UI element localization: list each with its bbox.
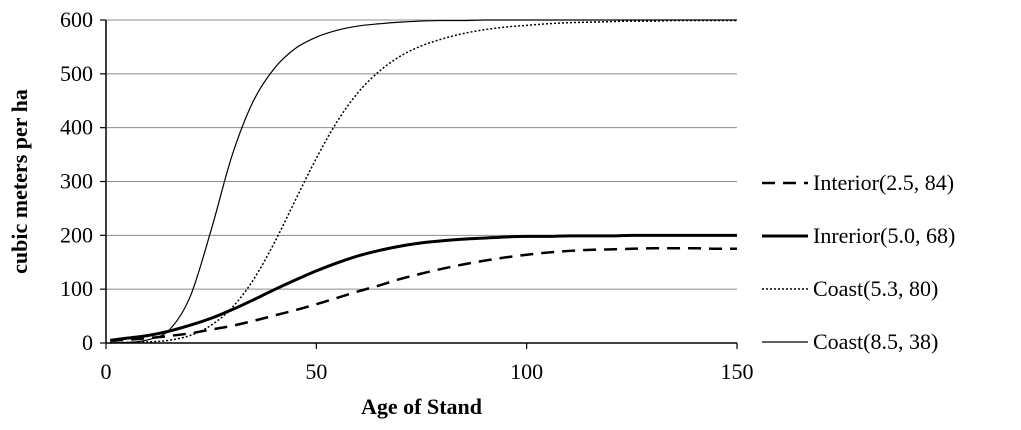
x-tick-label: 150 [721,359,754,384]
y-tick-label: 400 [60,115,93,140]
legend-label-1: Interior(2.5, 84) [813,170,954,195]
legend-label-3: Coast(5.3, 80) [813,276,938,301]
legend: Interior(2.5, 84) Inrerior(5.0, 68) Coast(… [762,170,955,354]
series-line-2 [110,235,737,340]
gridlines [106,20,737,289]
x-axis-title: Age of Stand [361,394,482,419]
series-line-1 [110,248,737,341]
y-tick-label: 600 [60,7,93,32]
x-tick-labels: 0 50 100 150 [101,343,754,384]
x-tick-label: 100 [510,359,543,384]
y-tick-label: 300 [60,169,93,194]
legend-label-4: Coast(8.5, 38) [813,329,938,354]
x-tick-label: 50 [305,359,327,384]
y-tick-label: 200 [60,222,93,247]
y-tick-label: 0 [82,330,93,355]
y-tick-labels: 0 100 200 300 400 500 600 [60,7,106,355]
x-tick-label: 0 [101,359,112,384]
legend-label-2: Inrerior(5.0, 68) [813,223,955,248]
y-tick-label: 500 [60,61,93,86]
y-axis-title: cubic meters per ha [7,89,32,274]
y-tick-label: 100 [60,276,93,301]
